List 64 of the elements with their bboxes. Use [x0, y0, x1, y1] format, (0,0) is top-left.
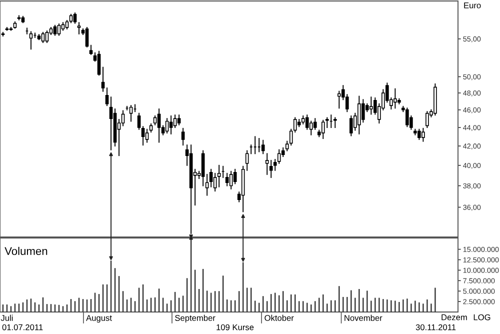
candlestick	[73, 12, 77, 24]
candlestick	[109, 96, 113, 150]
x-tick-label: Juli	[0, 314, 13, 321]
x-tick-label: September	[175, 314, 216, 323]
candlestick	[337, 90, 341, 109]
candlestick	[229, 170, 233, 190]
candlestick	[426, 111, 429, 128]
candlestick	[394, 88, 397, 109]
candlestick	[201, 150, 205, 186]
candlestick	[121, 110, 125, 126]
candlestick	[369, 96, 373, 115]
candlestick	[357, 96, 361, 134]
candlestick	[145, 128, 149, 143]
candlestick	[97, 50, 101, 76]
candlestick	[17, 15, 21, 20]
candlestick	[157, 108, 161, 143]
candlestick	[173, 114, 177, 128]
text: 01.07.2011	[2, 324, 43, 330]
candlestick	[406, 108, 409, 128]
candlestick	[57, 23, 61, 36]
candlestick	[209, 168, 213, 188]
text: LOG	[474, 314, 490, 320]
x-tick-label: August	[86, 315, 112, 323]
candlestick	[269, 160, 273, 178]
text: 30.11.2011	[416, 324, 456, 330]
candlestick	[141, 126, 145, 146]
candlestick	[313, 118, 317, 130]
candlestick	[333, 117, 337, 128]
candlestick	[213, 172, 217, 192]
candlestick	[321, 120, 325, 139]
candlestick	[5, 26, 9, 31]
candlestick	[29, 31, 33, 50]
candlestick	[422, 128, 425, 142]
text: 109 Kurse	[216, 324, 254, 330]
candlestick	[53, 24, 57, 36]
text: Dezem	[442, 314, 467, 320]
candlestick	[265, 153, 269, 175]
candlestick	[105, 88, 109, 106]
candlestick	[361, 99, 365, 123]
candlestick	[225, 172, 229, 186]
candlestick	[217, 164, 221, 188]
candlestick	[9, 26, 13, 31]
candlestick	[101, 66, 105, 92]
candlestick	[309, 120, 313, 136]
candlestick	[45, 30, 49, 43]
text: Volumen	[4, 246, 48, 256]
candlestick	[277, 149, 281, 164]
candlestick	[349, 115, 353, 136]
candlestick	[261, 140, 265, 154]
candlestick	[177, 114, 181, 126]
y-axis-title: Euro	[464, 2, 481, 8]
candlestick	[165, 118, 169, 134]
candlestick	[137, 112, 141, 130]
candlestick	[169, 115, 173, 134]
candlestick	[77, 22, 81, 34]
candlestick	[181, 128, 185, 146]
candlestick	[245, 150, 249, 171]
x-tick-label: November	[344, 314, 382, 321]
candlestick	[41, 32, 45, 43]
candlestick	[85, 26, 89, 48]
candlestick	[418, 128, 421, 140]
candlestick	[233, 168, 237, 184]
candlestick	[205, 174, 209, 196]
x-tick-label: Oktober	[264, 314, 294, 321]
